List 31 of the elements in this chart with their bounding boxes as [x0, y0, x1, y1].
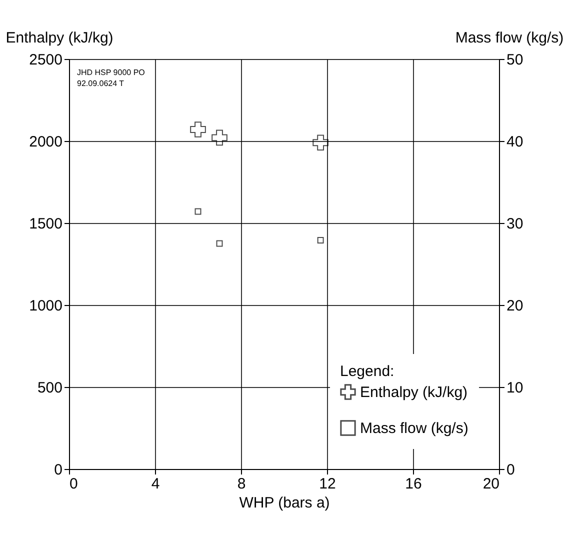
y2-tick-label: 40	[506, 134, 524, 150]
y2-tick-label: 30	[506, 216, 524, 232]
y-tick-label: 1500	[29, 216, 62, 232]
x-tick-label: 12	[319, 476, 336, 492]
y-tick-label: 500	[37, 380, 62, 396]
y-tick-label: 2500	[29, 52, 62, 68]
point	[312, 134, 328, 151]
legend-title: Legend:	[340, 363, 394, 380]
point	[216, 240, 223, 247]
x-tick-label: 16	[405, 476, 422, 492]
annotation: JHD HSP 9000 PO 92.09.0624 T	[77, 68, 145, 88]
point	[317, 236, 324, 244]
y2-tick-label: 50	[506, 52, 524, 68]
y-axis-title: Enthalpy (kJ/kg)	[6, 30, 114, 46]
y2-tick-label: 0	[506, 462, 515, 478]
legend-label: Enthalpy (kJ/kg)	[360, 384, 468, 401]
y2-axis-title: Mass flow (kg/s)	[455, 30, 564, 46]
x-axis-title: WHP (bars a)	[239, 494, 330, 512]
y2-tick-label: 10	[506, 380, 524, 396]
x-tick-label: 0	[70, 476, 78, 492]
point	[194, 208, 202, 215]
y-tick-label: 2000	[29, 134, 62, 150]
y-tick-label: 0	[54, 462, 62, 478]
y-tick-label: 1000	[29, 298, 62, 314]
point	[212, 130, 228, 146]
x-tick-label: 4	[151, 476, 160, 492]
x-tick-label: 20	[482, 476, 500, 492]
y2-tick-label: 20	[506, 298, 524, 314]
x-tick-label: 8	[237, 476, 246, 492]
legend-label: Mass flow (kg/s)	[360, 420, 468, 437]
point	[190, 122, 206, 138]
